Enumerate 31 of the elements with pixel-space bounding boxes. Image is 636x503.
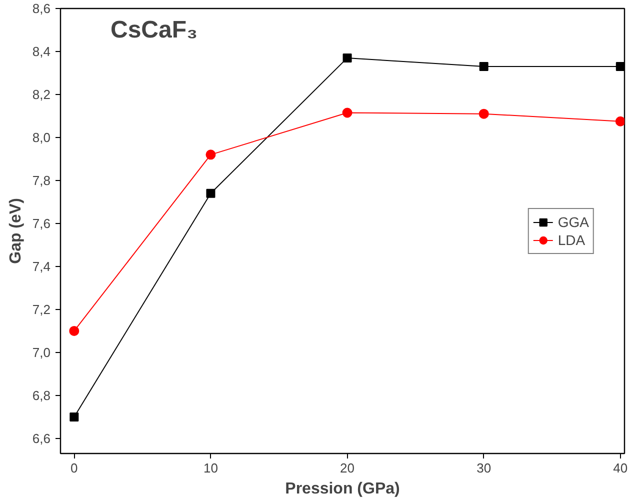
y-tick-label: 6,8 xyxy=(32,388,51,403)
x-tick-label: 40 xyxy=(613,460,628,476)
point xyxy=(478,108,489,119)
x-tick-label: 30 xyxy=(476,460,492,476)
x-axis-title: Pression (GPa) xyxy=(285,480,400,498)
y-tick-label: 8,6 xyxy=(32,1,51,16)
chart-title: CsCaF₃ xyxy=(110,16,198,44)
legend-label: GGA xyxy=(558,212,589,230)
legend-label: LDA xyxy=(558,230,586,248)
y-tick-label: 7,4 xyxy=(32,258,51,274)
y-tick-label: 7,6 xyxy=(32,216,51,231)
point xyxy=(342,53,352,62)
point xyxy=(615,116,624,126)
y-tick-label: 8,2 xyxy=(32,86,51,102)
y-tick-label: 7,2 xyxy=(32,302,51,317)
y-tick-label: 7,8 xyxy=(32,172,51,188)
point xyxy=(206,150,216,160)
y-axis-title: Gap (eV) xyxy=(7,198,24,264)
y-tick-label: 8,0 xyxy=(32,130,51,145)
y-tick-label: 7,0 xyxy=(32,344,51,360)
x-tick-label: 10 xyxy=(203,460,218,476)
point xyxy=(342,108,352,118)
x-tick-label: 20 xyxy=(340,460,355,476)
point xyxy=(206,188,216,198)
point xyxy=(69,326,80,336)
y-tick-label: 8,4 xyxy=(32,44,51,59)
point xyxy=(616,62,624,72)
point xyxy=(70,412,79,422)
point xyxy=(479,62,488,72)
x-tick-label: 0 xyxy=(70,460,78,476)
y-tick-label: 6,6 xyxy=(32,430,51,446)
